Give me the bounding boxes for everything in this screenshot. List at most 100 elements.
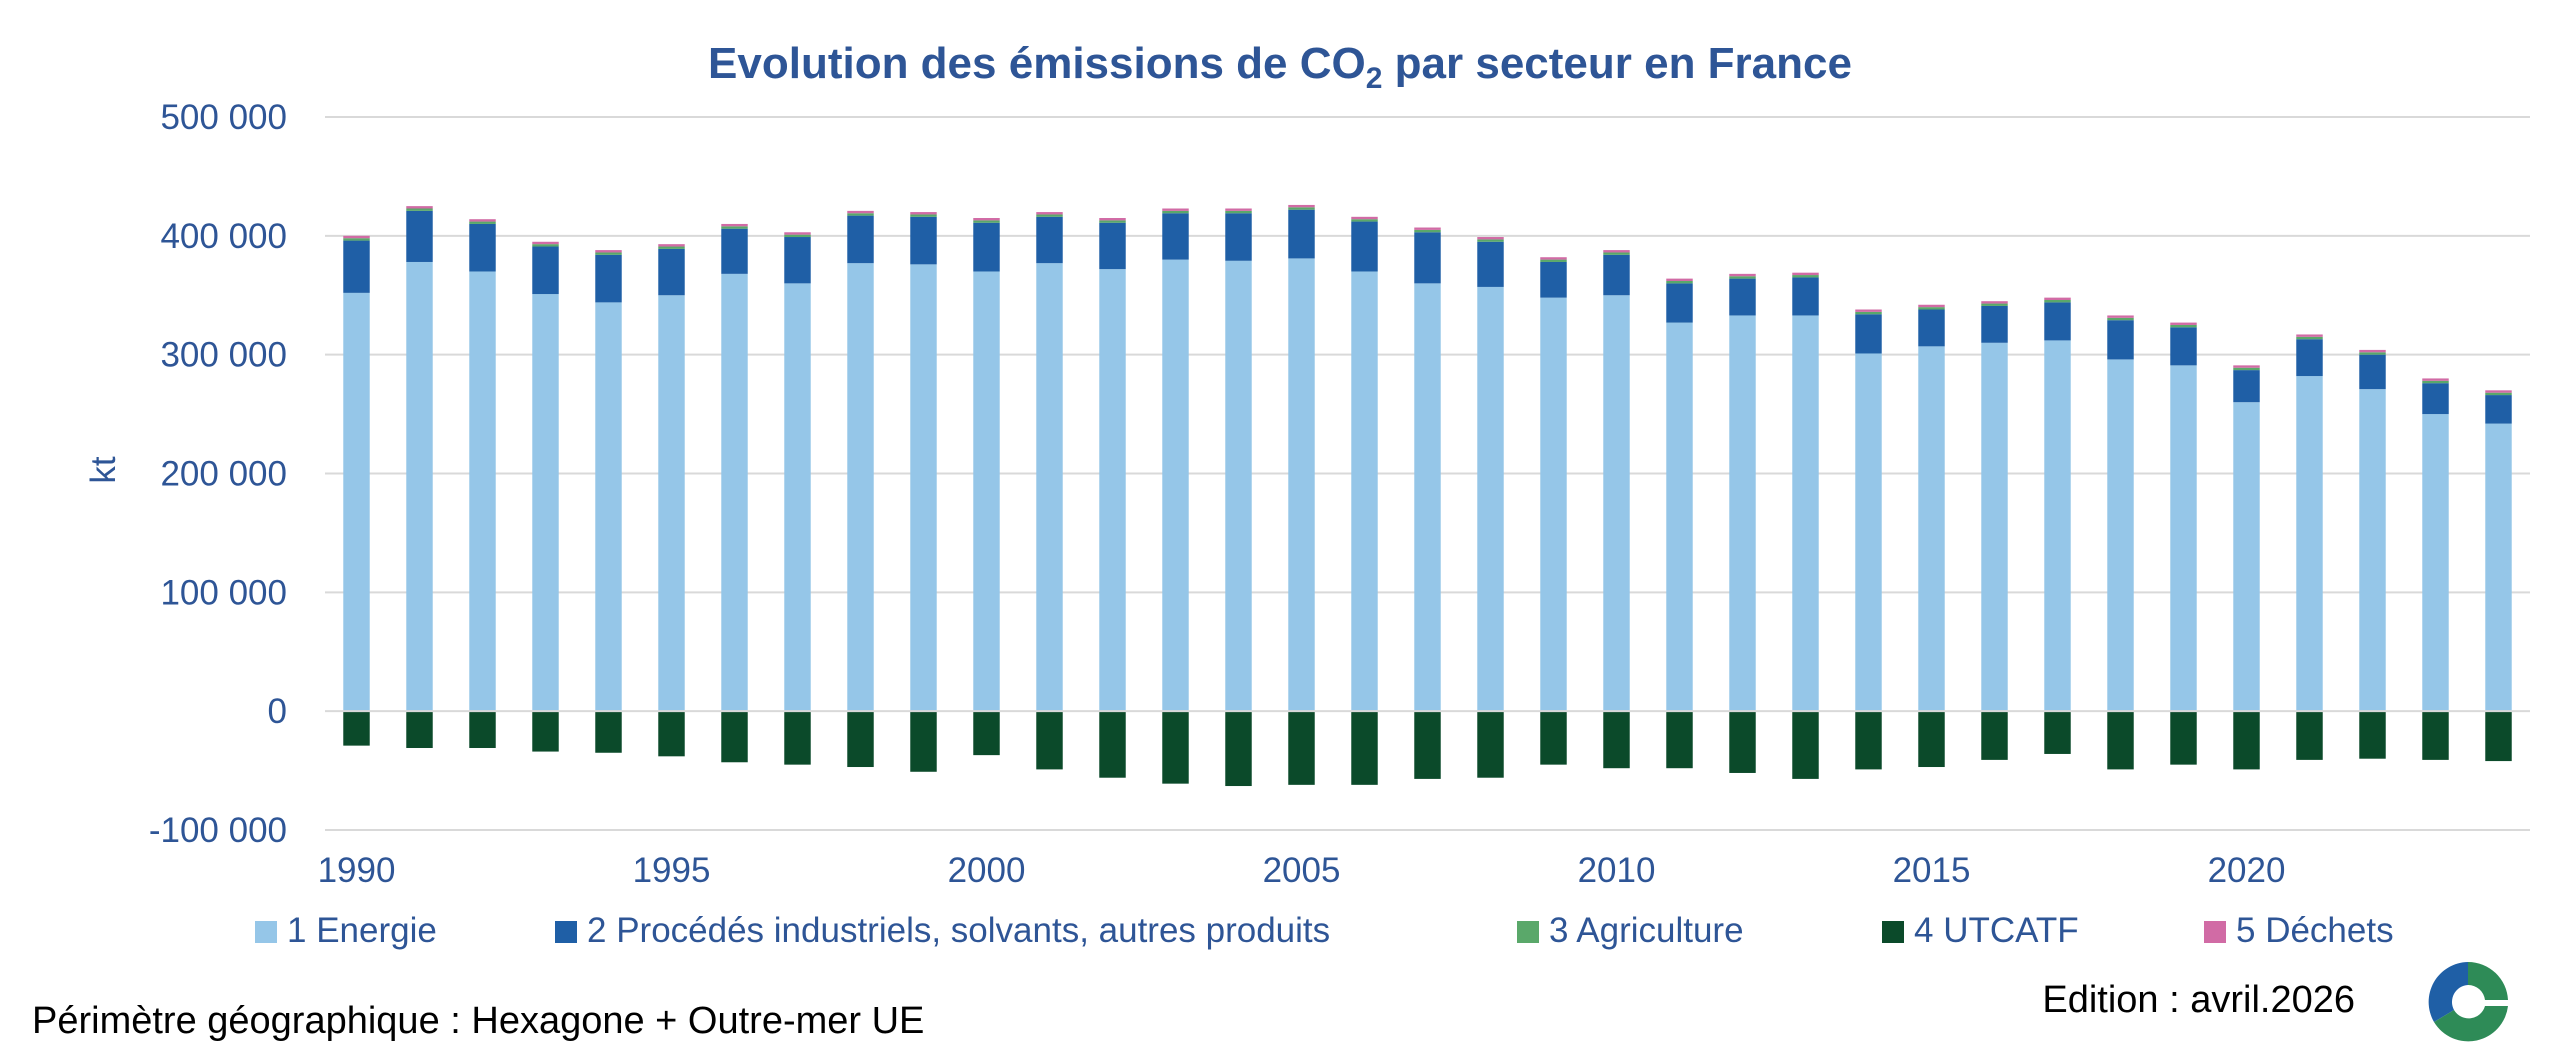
bar-2007-series-3 xyxy=(1414,229,1441,233)
bar-1993-series-2 xyxy=(532,246,559,295)
bar-1996-series-1 xyxy=(721,273,748,712)
bar-2011-series-4 xyxy=(1666,711,1693,769)
bar-2018-series-1 xyxy=(2107,359,2134,712)
bar-1991-series-1 xyxy=(406,261,433,712)
bar-2017-series-1 xyxy=(2044,340,2071,712)
bar-2018-series-5 xyxy=(2107,315,2134,318)
bar-1992-series-4 xyxy=(469,711,496,749)
bar-2001-series-3 xyxy=(1036,214,1063,217)
bar-1995-series-5 xyxy=(658,244,685,247)
y-axis-ticks: -100 000 0 100 000 200 000 300 000 400 000 500… xyxy=(149,98,287,850)
bar-2008-series-3 xyxy=(1477,239,1504,242)
bar-2016-series-4 xyxy=(1981,711,2008,760)
y-tick-label: 100 000 xyxy=(160,573,287,612)
legend-swatch xyxy=(1882,921,1904,943)
bar-1998-series-3 xyxy=(847,213,874,216)
bar-1993-series-1 xyxy=(532,294,559,712)
bar-2005-series-4 xyxy=(1288,711,1315,785)
legend-label: 5 Déchets xyxy=(2236,911,2394,950)
bar-2015-series-1 xyxy=(1918,346,1945,712)
bar-2024-series-3 xyxy=(2485,392,2512,396)
bar-2014-series-4 xyxy=(1855,711,1882,770)
bar-1999-series-5 xyxy=(910,212,937,215)
x-tick-label: 2000 xyxy=(948,851,1026,890)
x-tick-label: 2010 xyxy=(1578,851,1656,890)
bar-2002-series-5 xyxy=(1099,218,1126,221)
bar-1994-series-2 xyxy=(595,254,622,303)
bar-2018-series-2 xyxy=(2107,320,2134,360)
bar-2004-series-1 xyxy=(1225,260,1252,712)
chart-title-end: par secteur en France xyxy=(1382,39,1852,88)
bar-2005-series-5 xyxy=(1288,204,1315,208)
bar-2003-series-1 xyxy=(1162,259,1189,712)
legend-swatch xyxy=(1517,921,1539,943)
bar-2014-series-2 xyxy=(1855,314,1882,354)
bar-2009-series-1 xyxy=(1540,297,1567,712)
bar-2016-series-1 xyxy=(1981,342,2008,712)
bar-2001-series-2 xyxy=(1036,216,1063,264)
bar-2009-series-4 xyxy=(1540,711,1567,765)
bar-2011-series-1 xyxy=(1666,322,1693,712)
bar-2005-series-1 xyxy=(1288,258,1315,712)
bar-1994-series-1 xyxy=(595,302,622,712)
bar-2018-series-3 xyxy=(2107,317,2134,321)
bar-2015-series-3 xyxy=(1918,307,1945,310)
bar-2022-series-2 xyxy=(2359,354,2386,390)
bar-2012-series-3 xyxy=(1729,276,1756,279)
bar-2022-series-1 xyxy=(2359,389,2386,712)
bar-1993-series-4 xyxy=(532,711,559,752)
bar-2002-series-4 xyxy=(1099,711,1126,778)
citepa-logo-icon xyxy=(2428,962,2508,1042)
bar-2020-series-4 xyxy=(2233,711,2260,770)
bar-2002-series-1 xyxy=(1099,269,1126,712)
bar-2012-series-4 xyxy=(1729,711,1756,773)
bar-2012-series-5 xyxy=(1729,273,1756,277)
chart-title-subscript: 2 xyxy=(1366,62,1383,95)
bar-2024-series-2 xyxy=(2485,395,2512,424)
bar-1999-series-2 xyxy=(910,216,937,265)
bar-2001-series-4 xyxy=(1036,711,1063,770)
bar-1993-series-5 xyxy=(532,241,559,245)
bar-2012-series-2 xyxy=(1729,278,1756,316)
bar-2024-series-5 xyxy=(2485,390,2512,393)
x-tick-label: 2015 xyxy=(1893,851,1971,890)
bar-2000-series-3 xyxy=(973,220,1000,223)
bar-2016-series-5 xyxy=(1981,301,2008,304)
bar-2011-series-3 xyxy=(1666,280,1693,284)
bar-1996-series-4 xyxy=(721,711,748,763)
bar-2009-series-2 xyxy=(1540,261,1567,298)
bar-2014-series-1 xyxy=(1855,353,1882,712)
bar-2009-series-5 xyxy=(1540,257,1567,260)
bar-1991-series-5 xyxy=(406,206,433,209)
bar-2022-series-3 xyxy=(2359,352,2386,355)
bar-1991-series-3 xyxy=(406,208,433,211)
bar-1990-series-1 xyxy=(343,292,370,712)
bar-2014-series-5 xyxy=(1855,309,1882,312)
bar-2006-series-3 xyxy=(1351,219,1378,222)
bar-1998-series-1 xyxy=(847,263,874,712)
bar-2007-series-1 xyxy=(1414,283,1441,712)
bar-2013-series-1 xyxy=(1792,315,1819,712)
y-axis-label: kt xyxy=(84,456,123,484)
bar-1999-series-1 xyxy=(910,264,937,712)
bar-1995-series-4 xyxy=(658,711,685,757)
legend-swatch xyxy=(555,921,577,943)
legend-label: 3 Agriculture xyxy=(1549,911,1744,950)
bar-1998-series-5 xyxy=(847,210,874,214)
bar-2022-series-5 xyxy=(2359,349,2386,353)
bar-1997-series-3 xyxy=(784,234,811,238)
bar-2023-series-3 xyxy=(2422,380,2449,384)
bar-2006-series-2 xyxy=(1351,221,1378,272)
bar-2002-series-2 xyxy=(1099,222,1126,270)
bar-2021-series-3 xyxy=(2296,336,2323,340)
bar-2023-series-5 xyxy=(2422,378,2449,381)
bar-1994-series-3 xyxy=(595,252,622,255)
bar-2013-series-5 xyxy=(1792,272,1819,276)
bar-2001-series-1 xyxy=(1036,263,1063,712)
bar-2020-series-1 xyxy=(2233,402,2260,712)
y-tick-label: -100 000 xyxy=(149,811,287,850)
bar-2021-series-4 xyxy=(2296,711,2323,760)
bar-2018-series-4 xyxy=(2107,711,2134,770)
bar-1992-series-1 xyxy=(469,271,496,712)
bar-2005-series-3 xyxy=(1288,207,1315,210)
